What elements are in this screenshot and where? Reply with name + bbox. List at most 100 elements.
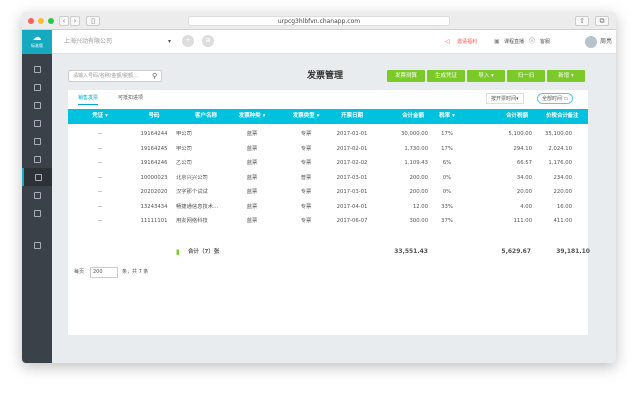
sort-dropdown[interactable]: 按开票时间▾ — [486, 93, 524, 104]
table-cell: 专票 — [300, 145, 312, 152]
table-cell: 300.00 — [409, 218, 428, 224]
promo-link[interactable]: 邀请福利 — [457, 39, 478, 45]
apps-icon[interactable]: ⊞ — [202, 35, 214, 47]
sidebar-item-report[interactable] — [22, 96, 52, 114]
tab-sales-invoice[interactable]: 销售发票 — [78, 92, 99, 105]
sidebar-toggle-icon[interactable]: ▯ — [86, 16, 100, 26]
table-cell: 2017-01-01 — [336, 131, 368, 137]
sidebar-item-invoice[interactable] — [22, 168, 52, 186]
user-name[interactable]: 周亮 — [600, 38, 613, 45]
sidebar-item-assets[interactable] — [22, 186, 52, 204]
table-row[interactable]: -- 10000023 北京兴兴公司 蓝票 普票 2017-03-01 200.00 0% 34… — [68, 171, 588, 186]
tabs-icon[interactable]: ⧉ — [595, 16, 609, 26]
table-cell: 2,024.10 — [548, 145, 572, 152]
help-icon[interactable]: ⓘ — [529, 38, 536, 45]
scan-button[interactable]: 扫一扫 — [507, 70, 545, 82]
table-cell: 蓝票 — [246, 145, 258, 152]
sidebar-item-more[interactable] — [22, 236, 52, 254]
table-cell: 34.00 — [516, 174, 532, 181]
table-cell: 甲公司 — [176, 145, 192, 152]
table-cell: -- — [98, 203, 102, 210]
column-header[interactable]: 凭证 ▾ — [92, 113, 108, 119]
ledger-icon — [33, 119, 41, 127]
table-cell: 294.10 — [513, 145, 532, 152]
page-title: 发票管理 — [307, 71, 344, 81]
company-dropdown-icon[interactable]: ▾ — [168, 38, 172, 45]
tax-icon — [33, 155, 41, 163]
column-header: 合计金额 — [401, 113, 424, 119]
column-header[interactable]: 税率 ▾ — [439, 113, 455, 119]
column-header[interactable]: 发票种类 ▾ — [238, 113, 266, 119]
time-filter[interactable]: 全部时间 ▭ — [537, 93, 574, 104]
sidebar-item-home[interactable] — [22, 60, 52, 78]
table-cell: 35,100.00 — [545, 131, 572, 137]
table-cell: 411.00 — [553, 218, 572, 224]
sidebar-item-ledger[interactable] — [22, 114, 52, 132]
logo-text: 标准版 — [31, 43, 43, 48]
table-cell: 5,100.00 — [508, 131, 532, 137]
logo[interactable]: ☁ 标准版 — [22, 30, 52, 54]
total-tax: 5,629.67 — [501, 248, 531, 255]
table-row[interactable]: -- 19164244 甲公司 蓝票 专票 2017-01-01 30,000.00 17% 5… — [68, 127, 588, 142]
share-icon[interactable]: ⇧ — [575, 16, 589, 26]
gear-icon — [33, 209, 41, 217]
table-cell: 111.00 — [513, 218, 532, 224]
table-row[interactable]: -- 20202020 汉字那个试试 蓝票 专票 2017-03-01 200.00 0% 20… — [68, 185, 588, 200]
sidebar: ☁ 标准版 — [22, 30, 52, 363]
table-cell: 2017-03-01 — [336, 174, 368, 181]
column-header: 号码 — [148, 113, 160, 119]
avatar[interactable] — [585, 36, 597, 48]
table-cell: 0% — [442, 174, 452, 181]
table-cell: 220.00 — [553, 189, 572, 195]
sidebar-item-settings[interactable] — [22, 204, 52, 222]
table-cell: 蓝票 — [246, 174, 258, 181]
invoice-calc-button[interactable]: 发票测算 — [387, 70, 425, 82]
table-cell: 20.00 — [516, 189, 532, 195]
add-button[interactable]: 新增 ▾ — [547, 70, 585, 82]
sidebar-item-account[interactable] — [22, 132, 52, 150]
table-cell: 17% — [441, 131, 453, 137]
url-bar[interactable]: urpcg3hlbfvn.chanapp.com — [188, 16, 450, 26]
invoice-icon — [34, 173, 42, 181]
per-page-input[interactable]: 200 — [90, 267, 118, 278]
sidebar-item-tax[interactable] — [22, 150, 52, 168]
table-cell: 1,176.00 — [548, 160, 572, 166]
per-page-label: 每页 — [74, 269, 85, 275]
table-cell: 蓝票 — [246, 218, 258, 224]
chart-icon — [33, 101, 41, 109]
minimize-window-button[interactable] — [38, 18, 44, 24]
table-row[interactable]: -- 19164245 甲公司 蓝票 专票 2017-02-01 1,730.00 17% 29… — [68, 142, 588, 157]
bar-chart-icon: ▮ — [176, 248, 180, 256]
table-cell: 20202020 — [140, 189, 168, 195]
live-link[interactable]: 课程直播 — [504, 39, 525, 45]
table-cell: 蓝票 — [246, 189, 258, 195]
sidebar-item-voucher[interactable] — [22, 78, 52, 96]
forward-icon[interactable]: › — [70, 16, 80, 26]
generate-voucher-button[interactable]: 生成凭证 — [427, 70, 465, 82]
column-header[interactable]: 发票类型 ▾ — [292, 113, 320, 119]
table-cell: 1,109.43 — [404, 160, 428, 166]
back-icon[interactable]: ‹ — [59, 16, 69, 26]
table-row[interactable]: -- 11111101 用友网络科技 蓝票 专票 2017-06-07 300.00 37% 1… — [68, 214, 588, 229]
table-cell: 北京兴兴公司 — [176, 174, 208, 181]
table-row[interactable]: -- 13243434 畅捷通信息技术... 蓝票 专票 2017-04-01 12.00 3… — [68, 200, 588, 215]
column-header: 价税合计 — [545, 113, 568, 119]
record-count: 条，共 7 条 — [122, 269, 149, 275]
tab-input-invoice[interactable]: 可抵扣进项 — [118, 95, 144, 101]
table-header: 凭证 ▾ 号码 客户名称 发票种类 ▾ 发票类型 ▾ 开票日期 合计金额 税率 ▾ 合计税额 价税… — [68, 109, 588, 124]
search-input[interactable]: 请输入号码/名称/金额/税额... — [68, 70, 162, 82]
maximize-window-button[interactable] — [48, 18, 54, 24]
support-link[interactable]: 客服 — [540, 39, 551, 45]
column-header: 客户名称 — [194, 113, 217, 119]
table-cell: 专票 — [300, 131, 312, 137]
close-window-button[interactable] — [28, 18, 34, 24]
table-cell: 普票 — [300, 174, 312, 181]
table-cell: 6% — [442, 160, 452, 166]
import-button[interactable]: 导入 ▾ — [467, 70, 505, 82]
search-icon[interactable]: ⚲ — [152, 72, 158, 80]
menu-icon — [33, 241, 41, 249]
table-cell: 蓝票 — [246, 203, 258, 210]
table-cell: 2017-02-02 — [336, 160, 368, 166]
add-icon[interactable]: + — [182, 35, 194, 47]
table-row[interactable]: -- 19164246 乙公司 蓝票 专票 2017-02-02 1,109.43 6% 66.… — [68, 156, 588, 171]
